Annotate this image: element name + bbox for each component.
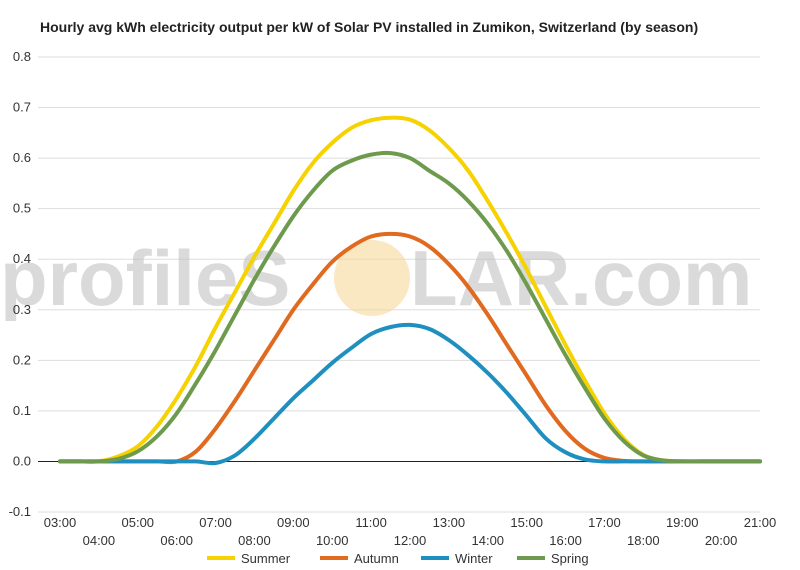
x-tick-label: 19:00 — [666, 515, 699, 530]
gridlines — [38, 56, 760, 513]
x-tick-label: 11:00 — [355, 515, 387, 530]
y-tick-label: 0.4 — [13, 251, 31, 266]
x-tick-label: 09:00 — [277, 515, 310, 530]
y-tick-label: 0.7 — [13, 100, 31, 115]
x-tick-label: 08:00 — [238, 533, 271, 548]
series-lines — [58, 115, 762, 466]
y-tick-label: 0.0 — [13, 453, 31, 468]
x-tick-label: 14:00 — [472, 533, 505, 548]
y-tick-label: 0.6 — [13, 150, 31, 165]
x-tick-label: 12:00 — [394, 533, 427, 548]
x-tick-label: 18:00 — [627, 533, 660, 548]
legend-label-spring: Spring — [551, 551, 589, 566]
watermark-text-right: LAR.com — [410, 234, 752, 322]
y-tick-label: 0.3 — [13, 302, 31, 317]
legend: Summer Autumn Winter Spring — [207, 551, 589, 566]
legend-label-autumn: Autumn — [354, 551, 399, 566]
y-tick-label: 0.2 — [13, 352, 31, 367]
y-axis-ticks: -0.1 0.0 0.1 0.2 0.3 0.4 0.5 0.6 0.7 0.8 — [9, 49, 31, 519]
x-tick-label: 07:00 — [199, 515, 232, 530]
y-tick-label: 0.5 — [13, 201, 31, 216]
x-tick-label: 15:00 — [510, 515, 543, 530]
x-tick-label: 20:00 — [705, 533, 738, 548]
x-tick-label: 06:00 — [160, 533, 193, 548]
x-tick-label: 10:00 — [316, 533, 349, 548]
legend-label-winter: Winter — [455, 551, 493, 566]
x-tick-label: 21:00 — [744, 515, 777, 530]
watermark: profileS LAR.com — [0, 234, 752, 322]
legend-label-summer: Summer — [241, 551, 291, 566]
chart-title: Hourly avg kWh electricity output per kW… — [40, 19, 699, 35]
x-tick-label: 03:00 — [44, 515, 77, 530]
x-tick-label: 17:00 — [588, 515, 621, 530]
x-tick-label: 13:00 — [433, 515, 466, 530]
y-tick-label: -0.1 — [9, 504, 31, 519]
x-tick-label: 05:00 — [122, 515, 155, 530]
series-line-winter — [58, 322, 762, 466]
watermark-sun — [334, 240, 410, 316]
x-axis-ticks: 03:00 04:00 05:00 06:00 07:00 08:00 09:00 10:00… — [44, 515, 777, 548]
y-tick-label: 0.1 — [13, 403, 31, 418]
x-tick-label: 04:00 — [83, 533, 116, 548]
y-tick-label: 0.8 — [13, 49, 31, 64]
x-tick-label: 16:00 — [549, 533, 582, 548]
series-line-spring — [58, 150, 762, 464]
watermark-text-left: profileS — [0, 234, 290, 322]
